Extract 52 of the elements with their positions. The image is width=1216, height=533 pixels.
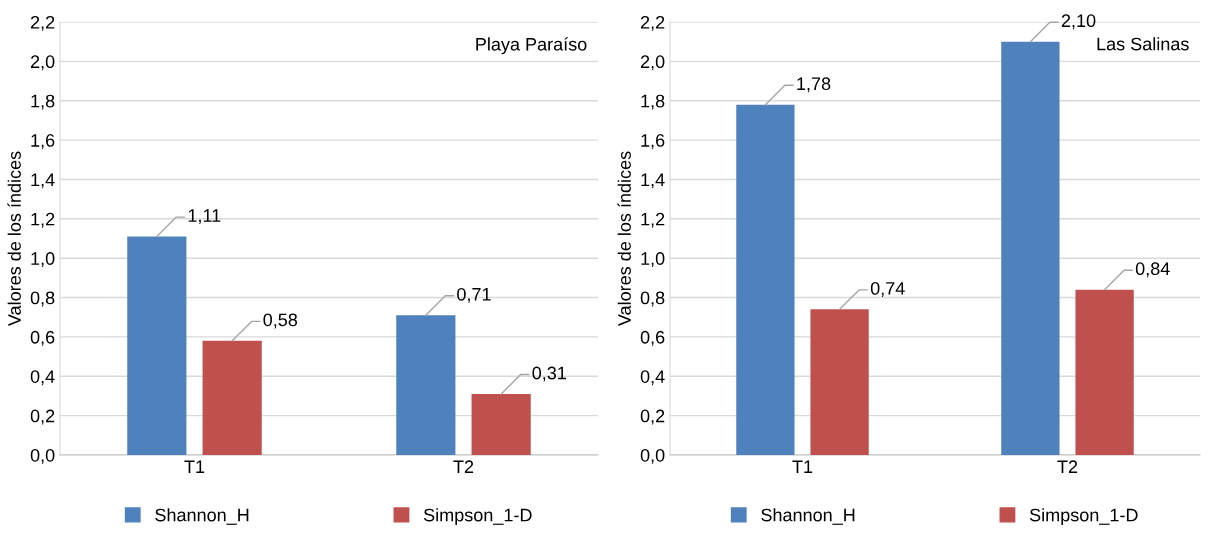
y-tick-label: 1,8 [641,94,665,110]
legend-label: Shannon_H [155,508,249,525]
y-tick-label: 2,0 [640,55,665,71]
x-tick-label: T2 [1057,460,1078,473]
y-tick-label: 0,2 [640,409,665,425]
y-tick-label: 1,0 [31,252,55,268]
legend-label: Simpson_1-D [1029,508,1138,525]
data-label: 0,71 [457,287,491,303]
bar [1001,41,1060,455]
y-tick-label: 1,4 [31,173,55,189]
x-tick-label: T2 [453,460,474,473]
y-tick-label: 0,6 [640,330,665,346]
x-tick-label: T1 [792,460,813,473]
y-tick-label: 1,0 [641,252,665,268]
y-tick-label: 1,4 [641,173,665,189]
text: Playa Paraíso [476,37,587,55]
legend-label: Shannon_H [761,508,855,525]
bar [127,236,187,455]
data-label: 1,78 [797,77,831,93]
y-tick-label: 0,4 [640,370,665,386]
data-label: 0,84 [1135,262,1170,278]
bar [1075,289,1134,455]
bar [810,309,869,455]
legend-label: Simpson_1-D [423,508,532,525]
data-label: 1,11 [188,209,221,225]
y-tick-label: 2,0 [30,55,55,71]
y-tick-label: 0,6 [30,330,55,346]
y-tick-label: 2,2 [640,15,665,31]
bar [202,340,262,455]
y-tick-label: 2,2 [30,15,55,31]
x-tick-label: T1 [184,460,205,473]
y-axis-title: Valores de los índices [7,151,21,327]
y-tick-label: 0,8 [640,291,665,307]
data-label: 0,58 [263,313,298,329]
bar [396,315,456,455]
text: Las Salinas [1097,37,1189,51]
bar [471,393,531,455]
y-tick-label: 1,2 [641,212,665,228]
y-tick-label: 1,8 [31,94,55,110]
bar [736,104,795,455]
y-axis-title: Valores de los índices [617,151,631,327]
y-tick-label: 1,2 [31,212,55,228]
data-label: 0,31 [532,366,566,382]
y-tick-label: 0,0 [30,448,55,464]
data-label: 2,10 [1061,14,1096,30]
y-tick-label: 0,8 [30,291,55,307]
y-tick-label: 1,6 [641,134,665,149]
y-tick-label: 0,0 [640,448,665,464]
y-tick-label: 0,4 [30,370,55,386]
y-tick-label: 0,2 [30,409,55,425]
data-label: 0,74 [870,281,905,297]
y-tick-label: 1,6 [31,134,55,149]
